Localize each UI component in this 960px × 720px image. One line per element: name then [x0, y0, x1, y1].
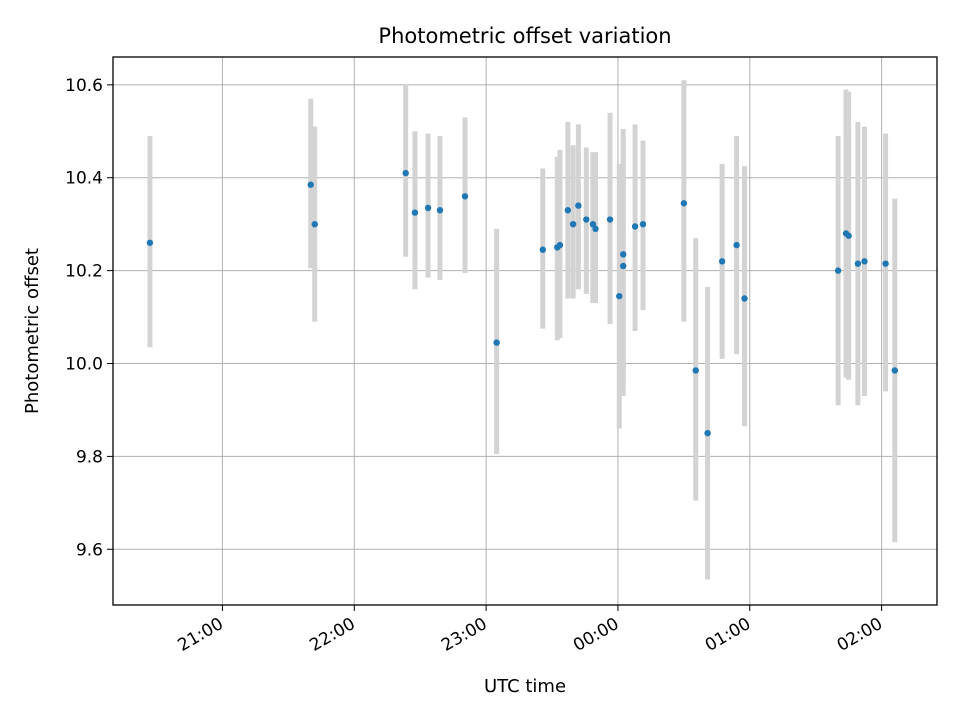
chart-title: Photometric offset variation [378, 24, 671, 48]
y-axis-ticks: 9.6 9.8 10.0 10.2 10.4 10.6 [65, 76, 113, 560]
data-point [631, 223, 639, 230]
data-point [411, 209, 419, 216]
data-point [564, 207, 572, 214]
data-point [606, 216, 614, 223]
data-point [741, 295, 748, 302]
y-tick-label: 10.2 [65, 262, 103, 282]
data-point [424, 204, 432, 212]
data-point [493, 339, 500, 346]
data-point [680, 200, 688, 207]
data-point [834, 267, 842, 274]
data-point [556, 241, 564, 249]
plot-frame [112, 56, 938, 606]
data-point [539, 246, 546, 253]
data-point [861, 258, 868, 265]
x-axis-label: UTC time [484, 676, 566, 697]
data-point [311, 220, 318, 228]
data-point [146, 239, 154, 246]
data-point [620, 262, 627, 270]
data-point [692, 367, 699, 374]
data-point [575, 202, 582, 209]
data-point [436, 207, 444, 214]
data-point [891, 367, 899, 374]
data-point [402, 169, 409, 177]
y-tick-label: 9.6 [76, 540, 103, 560]
data-point [307, 181, 314, 188]
data-point [854, 260, 862, 267]
data-point [569, 220, 577, 228]
data-point [704, 429, 711, 437]
data-point [589, 220, 597, 228]
data-point [733, 241, 740, 249]
y-axis-label: Photometric offset [22, 248, 43, 414]
data-point [845, 232, 852, 239]
data-point [620, 251, 627, 258]
data-point [639, 220, 647, 228]
data-point [616, 292, 623, 300]
y-tick-label: 10.4 [65, 169, 103, 189]
grid [113, 57, 937, 605]
y-tick-label: 10.0 [65, 355, 103, 375]
data-point [718, 258, 726, 265]
data-points [146, 169, 899, 437]
y-tick-label: 10.6 [65, 76, 103, 96]
data-point [461, 193, 469, 200]
data-point [583, 216, 590, 223]
y-tick-label: 9.8 [76, 447, 103, 467]
data-point [592, 225, 599, 233]
data-point [882, 260, 889, 267]
